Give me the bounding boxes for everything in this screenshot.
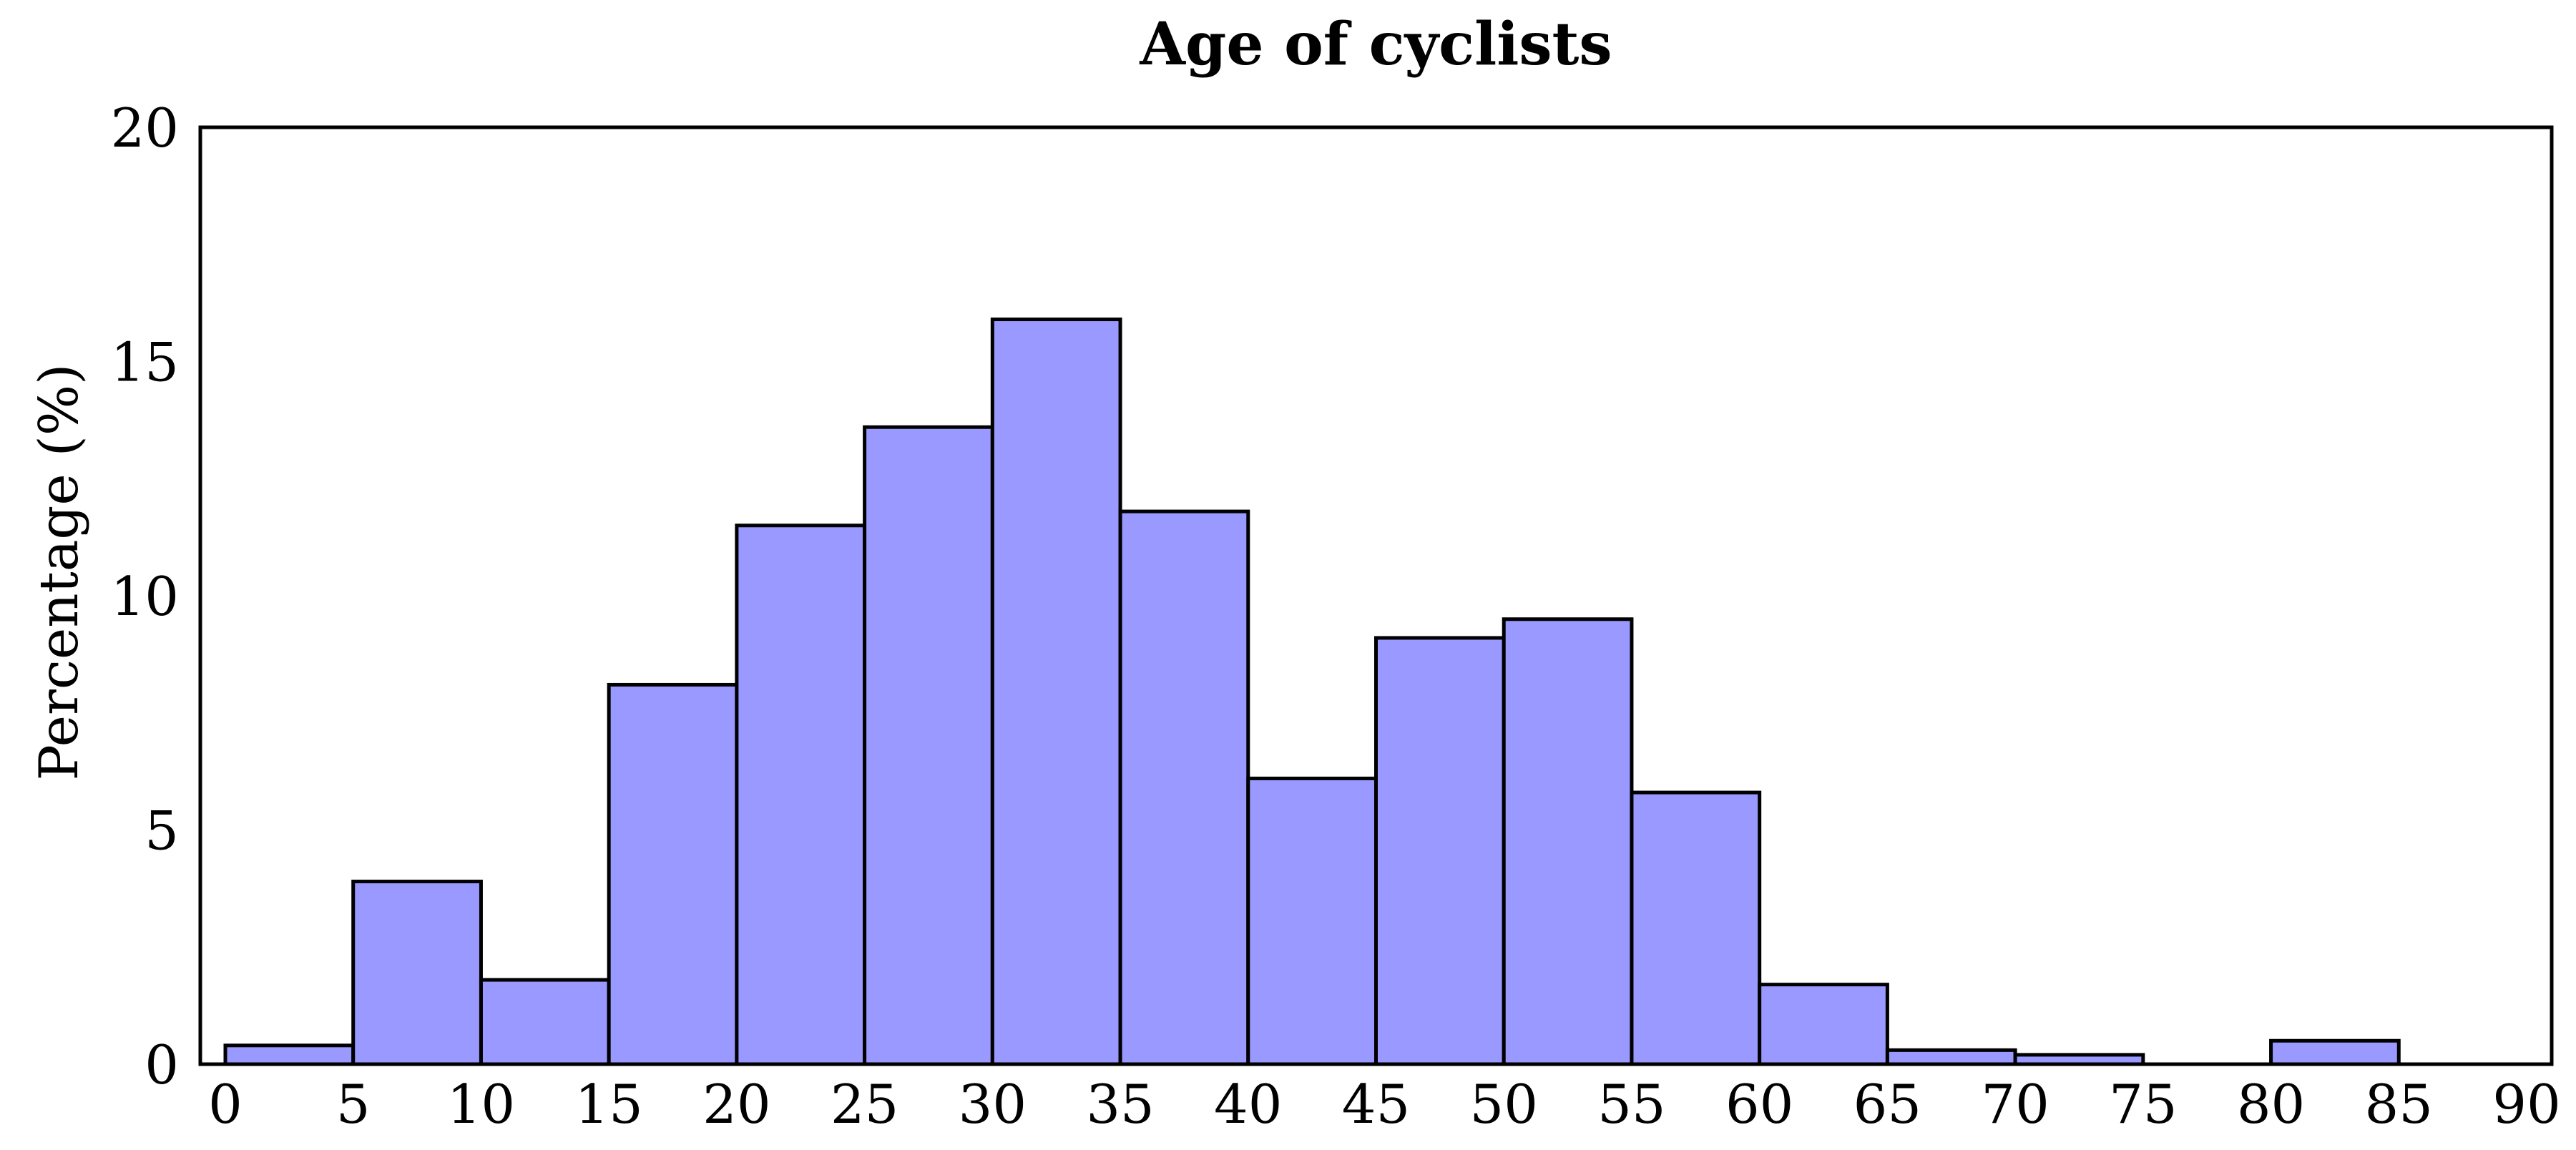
histogram-bar <box>1758 983 1889 1066</box>
x-tick-label: 20 <box>702 1073 770 1136</box>
x-tick-label: 0 <box>208 1073 243 1136</box>
histogram-bar <box>1246 776 1378 1066</box>
x-tick-label: 55 <box>1597 1073 1665 1136</box>
x-tick-label: 35 <box>1086 1073 1154 1136</box>
x-tick-label: 90 <box>2492 1073 2560 1136</box>
histogram-bar <box>1630 790 1762 1066</box>
x-tick-label: 15 <box>574 1073 642 1136</box>
x-tick-label: 60 <box>1725 1073 1793 1136</box>
y-tick-label: 15 <box>111 331 179 394</box>
x-tick-label: 50 <box>1470 1073 1538 1136</box>
x-tick-label: 45 <box>1342 1073 1410 1136</box>
histogram-bar <box>1502 617 1634 1066</box>
histogram-bar <box>1118 509 1250 1066</box>
histogram-bar <box>863 425 994 1066</box>
x-tick-label: 5 <box>336 1073 371 1136</box>
histogram-bar <box>1374 636 1506 1066</box>
histogram-bar <box>479 978 611 1066</box>
x-tick-label: 70 <box>1981 1073 2049 1136</box>
y-tick-label: 0 <box>145 1033 179 1096</box>
x-tick-label: 80 <box>2237 1073 2305 1136</box>
x-tick-label: 75 <box>2109 1073 2177 1136</box>
y-tick-label: 10 <box>111 565 179 628</box>
x-tick-label: 65 <box>1853 1073 1921 1136</box>
x-tick-label: 85 <box>2365 1073 2433 1136</box>
y-tick-label: 5 <box>145 800 179 863</box>
histogram-bar <box>990 318 1122 1066</box>
histogram-bar <box>223 1043 356 1066</box>
axis-frame <box>198 125 2554 1066</box>
chart-title: Age of cyclists <box>1140 10 1612 79</box>
histogram-bar <box>1885 1048 2017 1066</box>
x-tick-label: 40 <box>1214 1073 1282 1136</box>
x-tick-label: 10 <box>447 1073 515 1136</box>
histogram-bar <box>735 524 867 1066</box>
histogram-bar <box>351 880 483 1066</box>
histogram-bar <box>607 682 739 1066</box>
x-tick-label: 30 <box>959 1073 1027 1136</box>
y-tick-label: 20 <box>111 97 179 159</box>
histogram-bar <box>2269 1038 2401 1066</box>
x-tick-label: 25 <box>831 1073 898 1136</box>
